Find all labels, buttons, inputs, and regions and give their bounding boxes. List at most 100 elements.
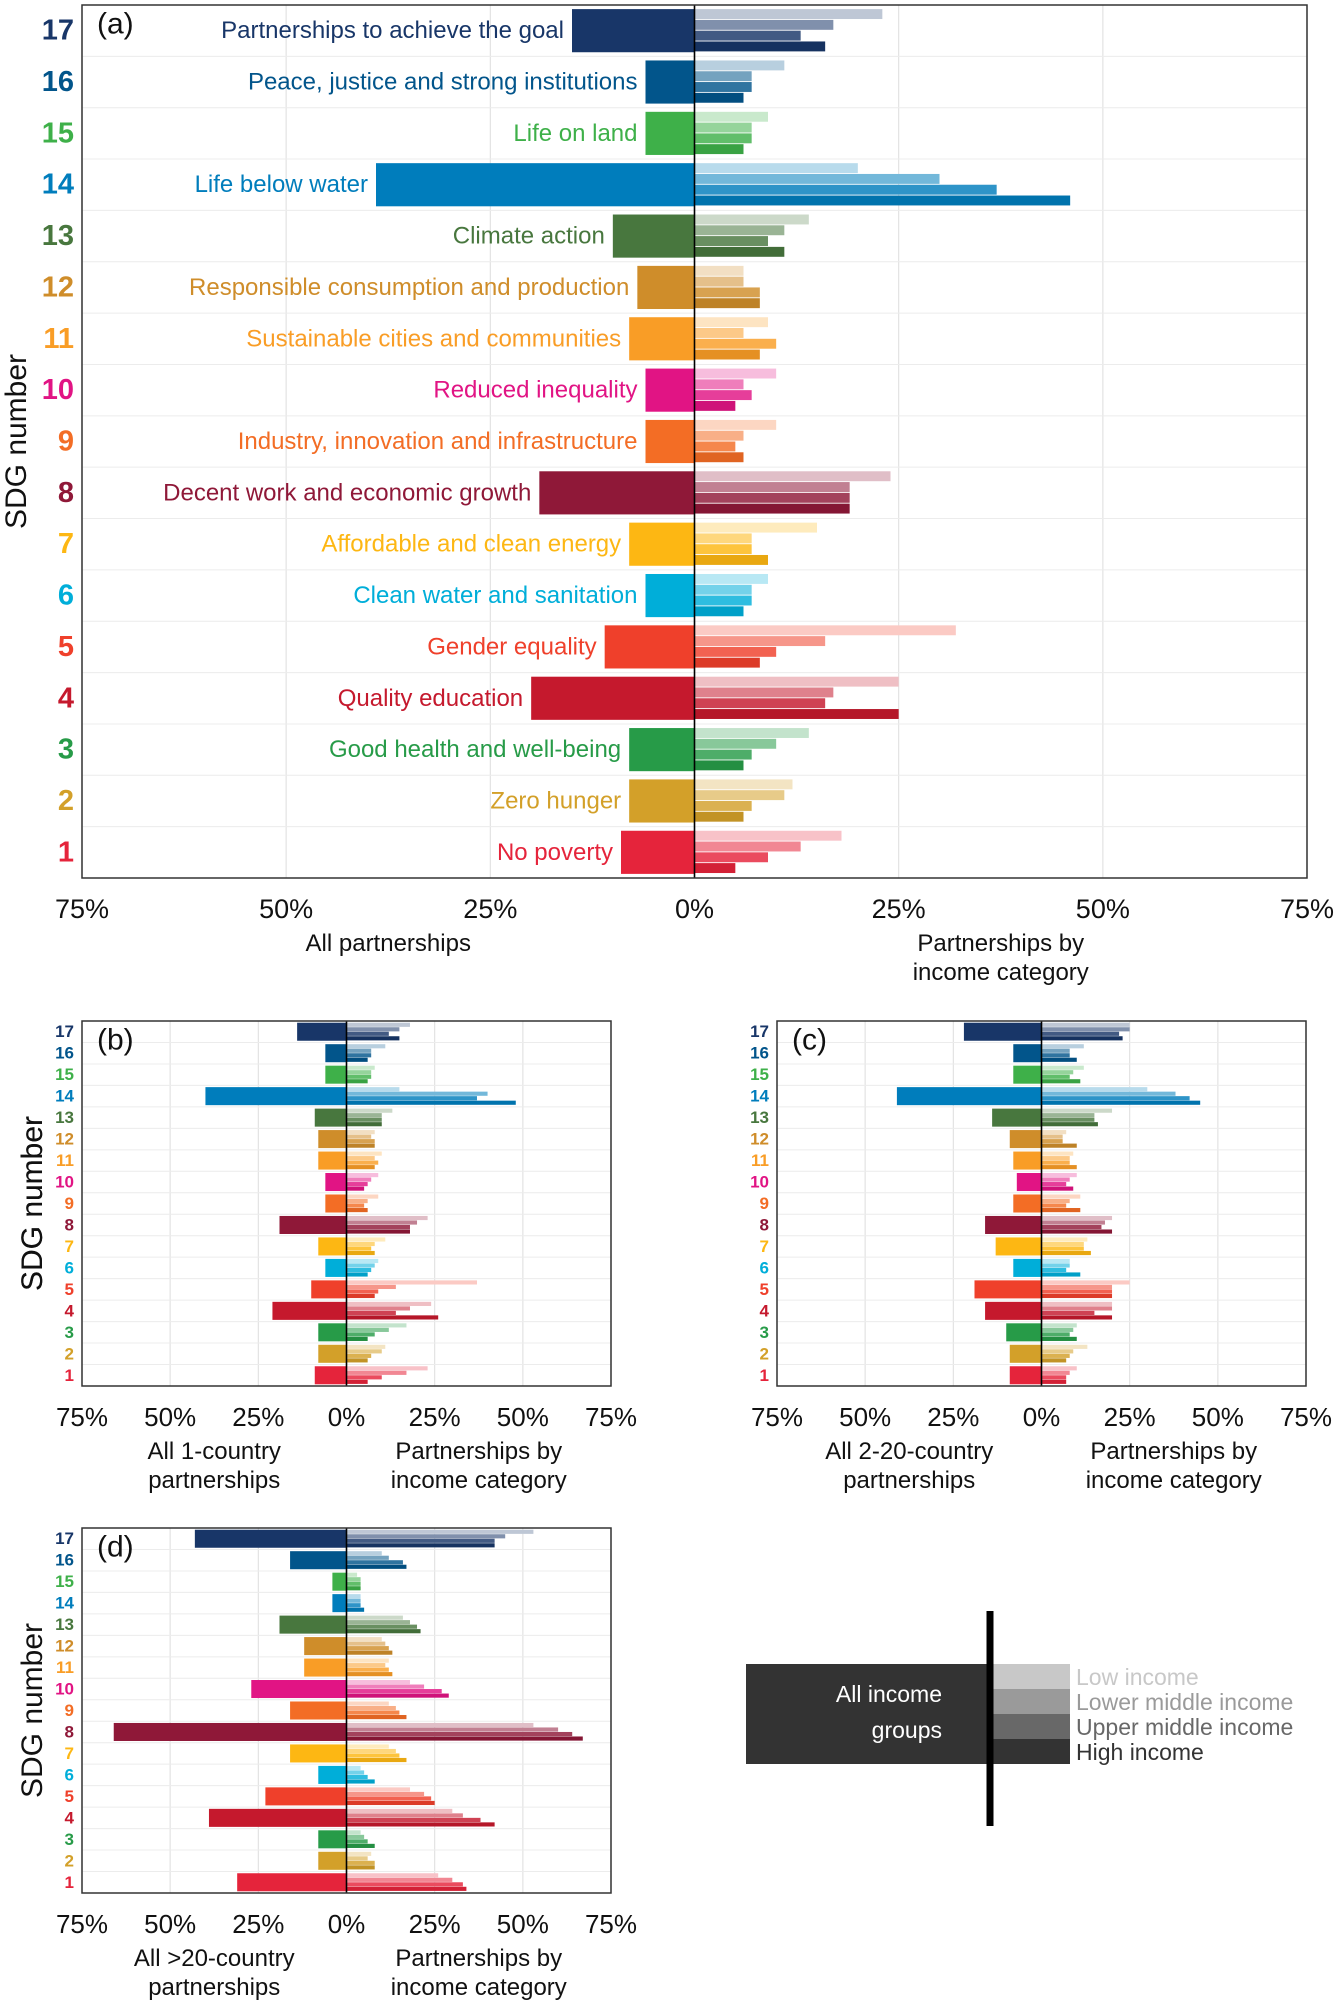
bar-all-sdg-12 — [637, 265, 695, 310]
bar-income-upper-middle-income-sdg-10 — [346, 1182, 368, 1187]
bar-income-low-income-sdg-14 — [346, 1087, 400, 1092]
bar-income-high-income-sdg-16 — [346, 1057, 368, 1062]
sdg-number-14: 14 — [55, 1087, 74, 1106]
bar-income-upper-middle-income-sdg-12 — [346, 1139, 375, 1144]
bar-income-high-income-sdg-17 — [1041, 1036, 1123, 1041]
bar-income-lower-middle-income-sdg-3 — [346, 1834, 365, 1839]
sdg-number-11: 11 — [56, 1658, 74, 1677]
bar-all-sdg-7 — [629, 522, 695, 566]
bar-all-sdg-8 — [113, 1722, 347, 1741]
bar-income-high-income-sdg-12 — [694, 298, 760, 309]
sdg-number-7: 7 — [58, 528, 74, 560]
sdg-number-16: 16 — [750, 1044, 769, 1063]
bar-all-sdg-15 — [645, 111, 695, 155]
sdg-label-5: Gender equality — [427, 633, 596, 660]
bar-income-upper-middle-income-sdg-1 — [346, 1882, 463, 1887]
bar-all-sdg-3 — [318, 1323, 347, 1342]
bar-all-sdg-2 — [1009, 1344, 1042, 1363]
sdg-number-3: 3 — [760, 1323, 769, 1342]
plot-frame — [81, 4, 1308, 879]
bar-income-low-income-sdg-10 — [694, 368, 777, 379]
bar-income-upper-middle-income-sdg-5 — [346, 1796, 432, 1801]
x-axis-label-left: All partnerships — [306, 930, 471, 957]
x-tick-label: 75% — [1280, 1402, 1332, 1432]
bar-income-low-income-sdg-2 — [694, 779, 793, 790]
bar-income-upper-middle-income-sdg-7 — [1041, 1246, 1084, 1251]
bar-income-low-income-sdg-5 — [1041, 1280, 1130, 1285]
bar-income-high-income-sdg-11 — [346, 1672, 393, 1677]
bar-income-low-income-sdg-7 — [694, 522, 817, 533]
x-tick-label: 25% — [1104, 1402, 1156, 1432]
bar-income-lower-middle-income-sdg-16 — [346, 1555, 389, 1560]
bar-income-upper-middle-income-sdg-14 — [346, 1603, 361, 1608]
x-tick-label: 25% — [872, 894, 926, 924]
bar-income-upper-middle-income-sdg-3 — [1041, 1332, 1070, 1337]
bar-income-high-income-sdg-17 — [346, 1543, 495, 1548]
x-axis-label-right: income category — [391, 1974, 567, 2000]
bar-all-sdg-12 — [1009, 1130, 1042, 1149]
bar-income-lower-middle-income-sdg-12 — [1041, 1134, 1063, 1139]
bar-income-high-income-sdg-4 — [346, 1822, 495, 1827]
bar-income-upper-middle-income-sdg-10 — [694, 390, 752, 401]
bar-income-high-income-sdg-5 — [694, 657, 760, 668]
bar-income-high-income-sdg-2 — [346, 1865, 375, 1870]
bar-income-upper-middle-income-sdg-12 — [694, 287, 760, 298]
bar-income-low-income-sdg-2 — [346, 1344, 386, 1349]
sdg-number-7: 7 — [65, 1237, 74, 1256]
x-axis-label-right: Partnerships by — [1090, 1438, 1257, 1465]
bar-income-low-income-sdg-11 — [694, 317, 768, 328]
bar-all-sdg-2 — [629, 779, 695, 823]
bar-income-low-income-sdg-16 — [694, 60, 785, 71]
bar-income-lower-middle-income-sdg-4 — [346, 1306, 410, 1311]
bar-income-high-income-sdg-12 — [1041, 1143, 1077, 1148]
bar-income-high-income-sdg-5 — [346, 1293, 375, 1299]
bar-all-sdg-10 — [251, 1680, 347, 1699]
bar-income-upper-middle-income-sdg-2 — [346, 1860, 375, 1865]
bar-all-sdg-14 — [205, 1087, 347, 1106]
sdg-label-16: Peace, justice and strong institutions — [248, 69, 638, 96]
bar-income-upper-middle-income-sdg-9 — [346, 1203, 365, 1208]
bar-income-upper-middle-income-sdg-17 — [346, 1538, 495, 1543]
bar-income-low-income-sdg-4 — [1041, 1301, 1113, 1306]
bar-income-low-income-sdg-1 — [346, 1873, 439, 1878]
bar-all-sdg-11 — [304, 1658, 347, 1677]
x-tick-label: 50% — [839, 1402, 891, 1432]
bar-income-upper-middle-income-sdg-4 — [694, 698, 826, 709]
bar-income-high-income-sdg-4 — [694, 709, 899, 719]
sdg-label-4: Quality education — [338, 685, 523, 712]
bar-income-low-income-sdg-5 — [694, 625, 956, 636]
bar-all-sdg-16 — [290, 1551, 347, 1570]
sdg-label-6: Clean water and sanitation — [353, 582, 637, 609]
bar-income-upper-middle-income-sdg-11 — [346, 1667, 389, 1672]
bar-income-lower-middle-income-sdg-10 — [346, 1177, 372, 1182]
bar-income-low-income-sdg-11 — [1041, 1151, 1074, 1156]
sdg-number-3: 3 — [65, 1830, 74, 1849]
sdg-number-12: 12 — [55, 1637, 74, 1656]
sdg-number-10: 10 — [55, 1173, 74, 1192]
bar-income-upper-middle-income-sdg-7 — [346, 1753, 400, 1758]
panel-letter: (d) — [97, 1531, 134, 1564]
bar-income-high-income-sdg-10 — [694, 400, 736, 411]
bar-income-low-income-sdg-8 — [1041, 1215, 1113, 1221]
bar-income-high-income-sdg-10 — [346, 1693, 449, 1698]
y-axis-label: SDG number — [16, 1623, 49, 1798]
bar-income-high-income-sdg-10 — [1041, 1186, 1074, 1191]
bar-income-upper-middle-income-sdg-15 — [346, 1581, 361, 1586]
bar-income-upper-middle-income-sdg-4 — [1041, 1310, 1095, 1316]
x-tick-label: 25% — [463, 894, 517, 924]
bar-income-upper-middle-income-sdg-16 — [346, 1560, 403, 1565]
sdg-number-2: 2 — [760, 1344, 769, 1363]
bar-income-lower-middle-income-sdg-9 — [346, 1198, 368, 1204]
sdg-label-14: Life below water — [195, 171, 368, 198]
bar-income-low-income-sdg-17 — [1041, 1022, 1130, 1027]
bar-income-low-income-sdg-12 — [1041, 1130, 1067, 1135]
bar-income-high-income-sdg-13 — [346, 1629, 421, 1634]
bar-income-low-income-sdg-3 — [1041, 1323, 1077, 1328]
bar-all-sdg-5 — [265, 1787, 347, 1806]
bar-income-high-income-sdg-6 — [346, 1779, 375, 1784]
bar-income-high-income-sdg-2 — [1041, 1358, 1067, 1363]
bar-income-lower-middle-income-sdg-14 — [346, 1598, 361, 1603]
bar-income-high-income-sdg-3 — [694, 760, 744, 771]
